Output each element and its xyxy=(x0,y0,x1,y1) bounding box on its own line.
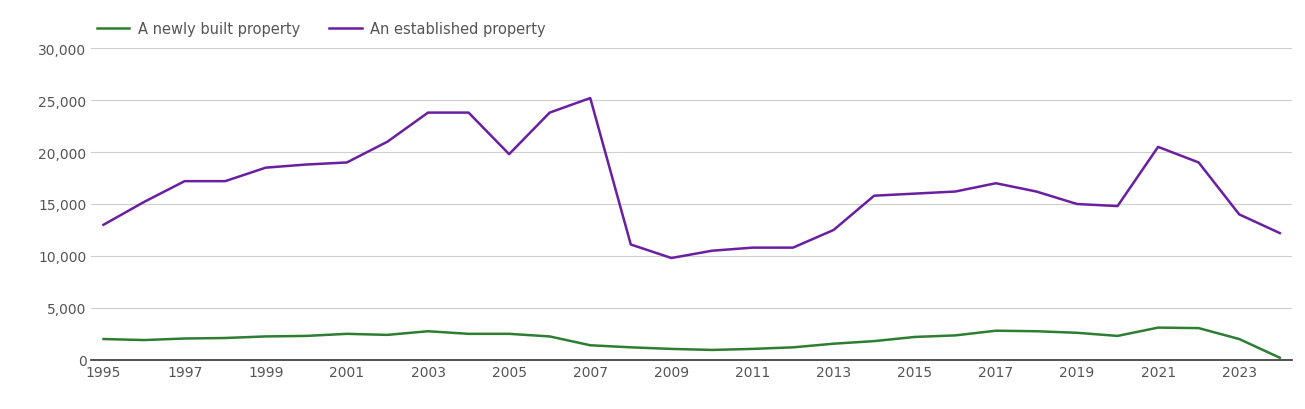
An established property xyxy=(501,152,517,157)
An established property xyxy=(745,245,761,250)
An established property xyxy=(907,192,923,197)
A newly built property xyxy=(542,334,557,339)
An established property xyxy=(1191,161,1207,166)
Legend: A newly built property, An established property: A newly built property, An established p… xyxy=(91,16,552,43)
A newly built property xyxy=(826,342,842,346)
A newly built property xyxy=(380,333,395,337)
A newly built property xyxy=(1232,337,1248,342)
A newly built property xyxy=(867,339,882,344)
A newly built property xyxy=(745,346,761,351)
A newly built property xyxy=(947,333,963,338)
An established property xyxy=(380,140,395,145)
An established property xyxy=(867,194,882,199)
A newly built property xyxy=(1069,330,1084,335)
An established property xyxy=(339,161,355,166)
An established property xyxy=(786,245,801,250)
A newly built property xyxy=(176,336,192,341)
A newly built property xyxy=(1272,355,1288,360)
A newly built property xyxy=(339,332,355,337)
An established property xyxy=(622,243,638,247)
An established property xyxy=(299,163,315,168)
A newly built property xyxy=(786,345,801,350)
An established property xyxy=(176,179,192,184)
An established property xyxy=(136,200,151,205)
An established property xyxy=(988,181,1004,186)
An established property xyxy=(1232,212,1248,217)
A newly built property xyxy=(501,332,517,337)
A newly built property xyxy=(95,337,111,342)
An established property xyxy=(947,190,963,195)
An established property xyxy=(420,111,436,116)
A newly built property xyxy=(1109,334,1125,339)
An established property xyxy=(826,228,842,233)
An established property xyxy=(1028,190,1044,195)
A newly built property xyxy=(136,338,151,343)
A newly built property xyxy=(420,329,436,334)
An established property xyxy=(582,97,598,101)
An established property xyxy=(1272,231,1288,236)
An established property xyxy=(542,111,557,116)
An established property xyxy=(218,179,234,184)
An established property xyxy=(663,256,679,261)
A newly built property xyxy=(988,328,1004,333)
A newly built property xyxy=(218,336,234,341)
An established property xyxy=(1069,202,1084,207)
An established property xyxy=(95,223,111,228)
An established property xyxy=(1150,145,1165,150)
An established property xyxy=(705,249,720,254)
Line: An established property: An established property xyxy=(103,99,1280,258)
A newly built property xyxy=(1028,329,1044,334)
An established property xyxy=(258,166,274,171)
A newly built property xyxy=(907,335,923,339)
An established property xyxy=(1109,204,1125,209)
A newly built property xyxy=(299,334,315,339)
A newly built property xyxy=(622,345,638,350)
A newly built property xyxy=(582,343,598,348)
A newly built property xyxy=(1191,326,1207,331)
A newly built property xyxy=(663,346,679,351)
A newly built property xyxy=(258,334,274,339)
A newly built property xyxy=(705,348,720,353)
A newly built property xyxy=(1150,325,1165,330)
A newly built property xyxy=(461,332,476,337)
An established property xyxy=(461,111,476,116)
Line: A newly built property: A newly built property xyxy=(103,328,1280,358)
